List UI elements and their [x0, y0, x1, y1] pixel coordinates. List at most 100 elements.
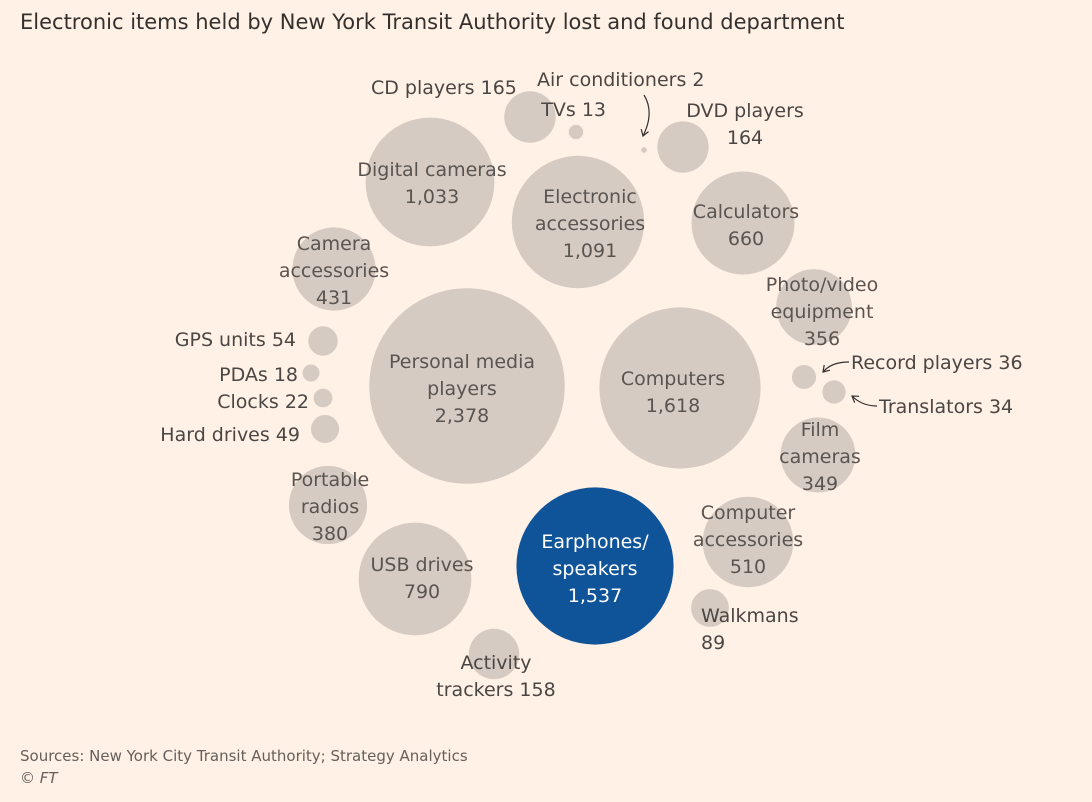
label-line: 1,033 — [405, 186, 459, 208]
bubble-hard-drives — [310, 414, 340, 444]
source-note: Sources: New York City Transit Authority… — [20, 747, 468, 765]
label-electronic-accessories: Electronic accessories 1,091 — [535, 186, 645, 262]
bubble-tvs — [568, 124, 584, 140]
label-line: accessories — [279, 260, 389, 282]
label-earphones-speakers: Earphones/speakers 1,537 — [541, 531, 649, 607]
label-digital-cameras: Digital cameras 1,033 — [357, 159, 506, 208]
label-line: TVs 13 — [540, 99, 606, 121]
label-line: 89 — [701, 632, 725, 654]
label-hard-drives: Hard drives 49 — [160, 424, 300, 446]
label-line: 660 — [728, 228, 764, 250]
label-computer-accessories: Computer accessories 510 — [693, 502, 803, 578]
label-line: 164 — [727, 127, 763, 149]
bubble-usb-drives — [358, 522, 472, 636]
bubble-camera-accessories — [292, 227, 376, 311]
label-line: Photo/video — [766, 274, 879, 296]
bubble-translators — [822, 380, 846, 404]
label-line: 790 — [404, 581, 440, 603]
label-line: radios — [301, 496, 359, 518]
label-line: PDAs 18 — [219, 364, 298, 386]
bubble-clocks — [313, 388, 333, 408]
bubble-dvd-players — [657, 121, 709, 173]
label-line: 356 — [804, 328, 840, 350]
arrows-layer — [640, 94, 878, 407]
bubble-computers — [599, 307, 761, 469]
label-line: cameras — [779, 446, 861, 468]
footer: Sources: New York City Transit Authority… — [20, 745, 468, 789]
bubble-computer-accessories — [702, 496, 794, 588]
arrow-translators — [851, 395, 878, 407]
bubble-activity-trackers — [468, 628, 520, 680]
label-line: accessories — [693, 529, 803, 551]
bubbles-layer — [288, 91, 856, 680]
label-line: Activity — [460, 652, 531, 674]
bubble-digital-cameras — [365, 117, 495, 247]
label-line: USB drives — [370, 554, 473, 576]
bubble-personal-media-players — [369, 288, 565, 484]
label-tvs: TVs 13 — [540, 99, 606, 121]
label-line: Walkmans — [701, 605, 799, 627]
label-line: Hard drives 49 — [160, 424, 300, 446]
label-activity-trackers: Activity trackers 158 — [436, 652, 555, 701]
bubble-calculators — [691, 171, 795, 275]
label-line: 510 — [730, 556, 766, 578]
bubble-portable-radios — [288, 465, 368, 545]
label-walkmans: Walkmans 89 — [701, 605, 799, 654]
label-line: Record players 36 — [851, 352, 1023, 374]
bubble-photo-video-equipment — [776, 269, 852, 345]
label-calculators: Calculators 660 — [693, 201, 799, 250]
label-personal-media-players: Personal media players 2,378 — [389, 351, 535, 427]
label-line: 2,378 — [435, 405, 489, 427]
bubble-pdas — [302, 364, 320, 382]
label-line: Earphones/ — [541, 531, 649, 553]
bubble-record-players — [791, 364, 817, 390]
copyright: © FT — [20, 769, 58, 787]
label-gps-units: GPS units 54 — [175, 329, 296, 351]
label-line: equipment — [771, 301, 874, 323]
label-line: GPS units 54 — [175, 329, 296, 351]
label-line: speakers — [552, 558, 637, 580]
label-line: 1,618 — [646, 395, 700, 417]
label-line: Electronic — [543, 186, 637, 208]
label-line: 1,537 — [568, 585, 622, 607]
bubble-earphones-speakers — [516, 487, 674, 645]
label-line: Personal media — [389, 351, 535, 373]
label-line: 349 — [802, 473, 838, 495]
label-line: Computers — [621, 368, 725, 390]
label-line: trackers 158 — [436, 679, 555, 701]
bubble-cd-players — [504, 91, 556, 143]
bubble-film-cameras — [780, 417, 856, 493]
label-line: players — [427, 378, 497, 400]
label-line: 380 — [312, 523, 348, 545]
label-line: DVD players — [686, 100, 804, 122]
label-computers: Computers 1,618 — [621, 368, 725, 417]
label-line: Clocks 22 — [217, 391, 309, 413]
label-photo-video-equipment: Photo/video equipment 356 — [766, 274, 879, 350]
label-line: Computer — [701, 502, 796, 524]
label-line: accessories — [535, 213, 645, 235]
label-camera-accessories: Camera accessories 431 — [279, 233, 389, 309]
label-clocks: Clocks 22 — [217, 391, 309, 413]
bubble-air-conditioners — [641, 147, 647, 153]
label-line: CD players 165 — [371, 77, 517, 99]
label-pdas: PDAs 18 — [219, 364, 298, 386]
label-cd-players: CD players 165 — [371, 77, 517, 99]
label-line: Air conditioners 2 — [537, 69, 705, 91]
bubble-electronic-accessories — [511, 155, 645, 289]
label-portable-radios: Portable radios 380 — [291, 469, 369, 545]
label-usb-drives: USB drives 790 — [370, 554, 473, 603]
label-translators: Translators 34 — [878, 396, 1013, 418]
bubble-gps-units — [308, 326, 338, 356]
bubble-walkmans — [691, 589, 729, 627]
label-line: Portable — [291, 469, 369, 491]
label-line: 431 — [316, 287, 352, 309]
arrow-record-players — [822, 361, 850, 373]
label-record-players: Record players 36 — [851, 352, 1023, 374]
labels-layer: Personal media players 2,378 Computers 1,618… — [160, 69, 1022, 701]
label-line: 1,091 — [563, 240, 617, 262]
label-line: Camera — [297, 233, 372, 255]
label-dvd-players: DVD players 164 — [686, 100, 804, 149]
label-line: Film — [801, 419, 840, 441]
label-line: Translators 34 — [878, 396, 1013, 418]
